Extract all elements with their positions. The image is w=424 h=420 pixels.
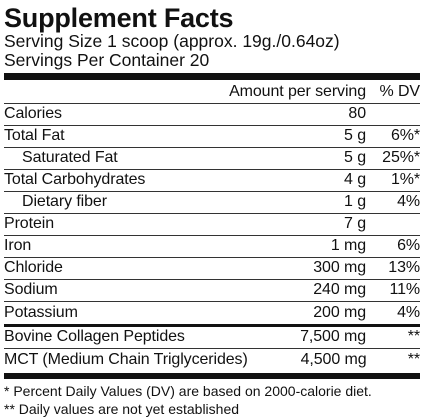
proprietary-dv: ** <box>407 328 420 345</box>
nutrient-name: Saturated Fat <box>22 149 118 166</box>
bottom-divider <box>4 373 420 379</box>
nutrient-row: Saturated Fat 5 g 25%* <box>4 148 420 170</box>
footnotes: * Percent Daily Values (DV) are based on… <box>4 382 420 418</box>
nutrient-name: Total Fat <box>4 127 65 144</box>
nutrient-row: Total Fat 5 g 6%* <box>4 126 420 148</box>
proprietary-amount: 7,500 mg <box>300 328 366 345</box>
column-header-row: Amount per serving % DV <box>4 82 420 104</box>
nutrient-name: Potassium <box>4 304 78 321</box>
nutrient-row: Protein 7 g <box>4 214 420 236</box>
footnote-established: ** Daily values are not yet established <box>4 401 240 417</box>
nutrient-name: Chloride <box>4 259 63 276</box>
proprietary-list: Bovine Collagen Peptides 7,500 mg ** MCT… <box>4 327 420 371</box>
nutrient-row: Potassium 200 mg 4% <box>4 302 420 324</box>
nutrient-row: Sodium 240 mg 11% <box>4 280 420 302</box>
nutrient-name: Total Carbohydrates <box>4 171 146 188</box>
nutrient-name: Calories <box>4 105 62 122</box>
nutrient-amount: 7 g <box>344 215 366 232</box>
proprietary-name: Bovine Collagen Peptides <box>4 328 185 345</box>
nutrient-list: Calories 80 Total Fat 5 g 6%* Saturated … <box>4 104 420 324</box>
proprietary-dv: ** <box>407 351 420 368</box>
nutrient-amount: 4 g <box>344 171 366 188</box>
nutrient-amount: 5 g <box>344 127 366 144</box>
nutrient-row: Calories 80 <box>4 104 420 126</box>
servings-per-container: Servings Per Container 20 <box>4 50 210 70</box>
nutrient-name: Iron <box>4 237 32 254</box>
nutrient-amount: 240 mg <box>313 281 366 298</box>
header-amount: Amount per serving <box>229 83 366 100</box>
nutrient-amount: 200 mg <box>313 304 366 321</box>
nutrient-dv: 11% <box>389 281 420 298</box>
label-title: Supplement Facts <box>4 3 234 33</box>
nutrient-dv: 1%* <box>390 171 420 188</box>
section-divider <box>4 324 420 327</box>
nutrient-row: Total Carbohydrates 4 g 1%* <box>4 170 420 192</box>
header-dv: % DV <box>379 83 421 100</box>
nutrient-name: Dietary fiber <box>22 193 107 210</box>
nutrient-name: Protein <box>4 215 54 232</box>
proprietary-name: MCT (Medium Chain Triglycerides) <box>4 351 248 368</box>
nutrient-dv: 6% <box>397 237 420 254</box>
serving-size: Serving Size 1 scoop (approx. 19g./0.64o… <box>4 31 340 51</box>
proprietary-row: MCT (Medium Chain Triglycerides) 4,500 m… <box>4 349 420 371</box>
nutrient-amount: 1 g <box>344 193 366 210</box>
nutrient-dv: 4% <box>397 193 420 210</box>
nutrient-dv: 25%* <box>382 149 420 166</box>
nutrient-dv: 4% <box>397 304 420 321</box>
nutrient-dv: 13% <box>388 259 420 276</box>
nutrient-amount: 1 mg <box>330 237 366 254</box>
nutrient-amount: 80 <box>348 105 366 122</box>
nutrient-row: Chloride 300 mg 13% <box>4 258 420 280</box>
nutrient-name: Sodium <box>4 281 58 298</box>
proprietary-amount: 4,500 mg <box>300 351 367 368</box>
thick-divider <box>4 73 420 80</box>
nutrient-row: Iron 1 mg 6% <box>4 236 420 258</box>
nutrient-row: Dietary fiber 1 g 4% <box>4 192 420 214</box>
nutrient-amount: 5 g <box>344 149 366 166</box>
nutrient-amount: 300 mg <box>313 259 366 276</box>
nutrient-dv: 6%* <box>390 127 420 144</box>
footnote-dv: * Percent Daily Values (DV) are based on… <box>4 383 372 399</box>
proprietary-row: Bovine Collagen Peptides 7,500 mg ** <box>4 327 420 349</box>
